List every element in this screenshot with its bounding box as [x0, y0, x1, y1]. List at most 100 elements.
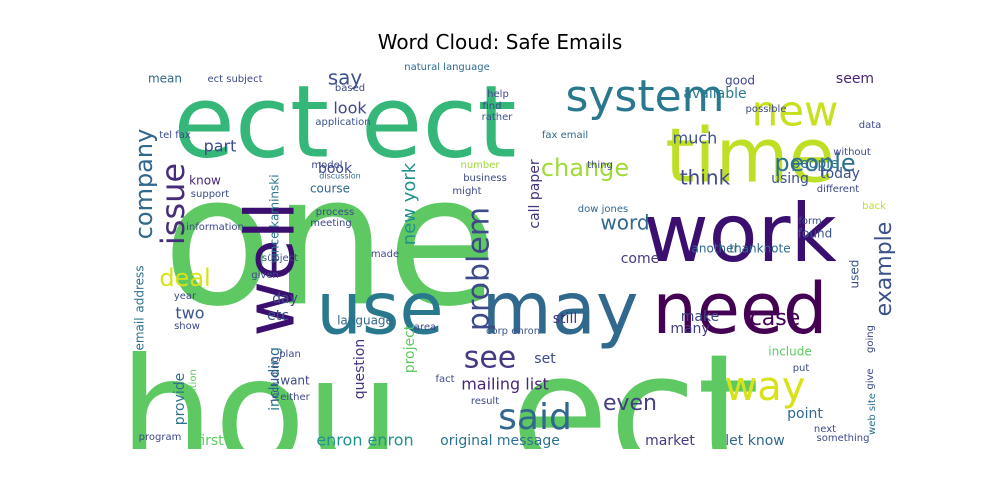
- word-book: book: [318, 161, 353, 177]
- word-corp-enron: corp enron: [486, 326, 540, 337]
- word-come: come: [621, 251, 660, 267]
- word-may: may: [482, 267, 639, 351]
- word-think: think: [680, 166, 731, 190]
- word-look: look: [333, 99, 367, 118]
- word-much: much: [673, 129, 718, 148]
- word-call-paper: call paper: [527, 159, 543, 228]
- word-support: support: [191, 189, 229, 200]
- word-application: application: [315, 117, 370, 128]
- word-say: say: [328, 66, 363, 90]
- word-email: email: [133, 317, 147, 350]
- word-year: year: [174, 291, 197, 302]
- word-something: something: [817, 433, 870, 444]
- word-show: show: [174, 321, 200, 332]
- word-first: first: [196, 433, 224, 449]
- word-fact: fact: [435, 374, 454, 385]
- word-model: model: [311, 160, 342, 171]
- word-set: set: [534, 351, 556, 367]
- word-found: found: [798, 227, 832, 241]
- word-program: program: [139, 432, 182, 443]
- word-still: still: [553, 311, 577, 327]
- word-know: know: [189, 174, 221, 188]
- word-discussion: discussion: [319, 172, 360, 181]
- word-give: give: [865, 368, 876, 389]
- word-said: said: [498, 397, 572, 438]
- word-enron-enron: enron enron: [316, 431, 413, 450]
- word-web-site: web site: [867, 393, 878, 435]
- word-people: people: [774, 149, 855, 177]
- word-back: back: [862, 201, 886, 212]
- word-either: either: [280, 392, 310, 403]
- word-form: form: [798, 216, 821, 227]
- word-many: many: [670, 321, 709, 337]
- word-change: change: [541, 154, 629, 182]
- word-deal: deal: [159, 264, 210, 292]
- word-way: way: [725, 364, 806, 410]
- word-even: even: [603, 391, 657, 416]
- word-put: put: [793, 363, 810, 374]
- word-see: see: [464, 341, 517, 376]
- word-tel-fax: tel fax: [159, 130, 191, 141]
- word-without: without: [833, 147, 871, 158]
- word-find: find: [483, 101, 502, 112]
- word-given: given: [251, 270, 279, 281]
- word-example: example: [872, 222, 895, 317]
- word-help: help: [487, 89, 509, 100]
- word-process: process: [316, 207, 354, 218]
- word-today: today: [820, 166, 860, 182]
- word-business: business: [463, 173, 507, 184]
- word-ect: ect: [510, 319, 759, 449]
- word-result: result: [471, 396, 499, 407]
- word-language: language: [337, 314, 393, 328]
- word-mailing-list: mailing list: [461, 375, 549, 394]
- word-make: make: [681, 309, 719, 325]
- word-information: information: [186, 222, 244, 233]
- word-original-message: original message: [440, 433, 560, 449]
- word-market: market: [645, 433, 695, 449]
- word-day: day: [272, 291, 298, 307]
- word-area: area: [414, 322, 436, 333]
- word-another: another: [692, 242, 739, 256]
- word-question: question: [352, 339, 368, 399]
- word-issue: issue: [154, 163, 192, 245]
- word-work: work: [643, 187, 837, 280]
- word-vince-kaminski: vince kaminski: [268, 174, 282, 263]
- word-hou: hou: [125, 327, 401, 449]
- word-position: position: [188, 369, 199, 409]
- word-need: need: [653, 268, 828, 350]
- word-meeting: meeting: [310, 218, 351, 229]
- word-include: include: [768, 345, 811, 359]
- word-seem: seem: [836, 71, 874, 87]
- word-project: project: [402, 324, 418, 373]
- word-going: going: [865, 325, 876, 353]
- chart-title: Word Cloud: Safe Emails: [377, 30, 623, 54]
- word-mean: mean: [148, 72, 182, 86]
- word-good: good: [725, 74, 755, 88]
- word-etc: etc: [267, 308, 289, 324]
- word-possible: possible: [746, 104, 787, 115]
- word-dow-jones: dow jones: [578, 204, 628, 215]
- word-made: made: [371, 249, 399, 260]
- word-want: want: [280, 374, 310, 388]
- word-point: point: [787, 406, 823, 422]
- word-plan: plan: [279, 349, 301, 360]
- word-ect-ect: ect ect: [173, 63, 516, 180]
- word-use: use: [316, 267, 443, 351]
- word-time: time: [665, 112, 834, 200]
- word-address: address: [133, 265, 147, 312]
- word-one: one: [163, 137, 498, 346]
- word-used: used: [848, 260, 862, 289]
- word-subject: subject: [262, 253, 298, 264]
- word-rather: rather: [482, 112, 514, 123]
- word-new-york: new york: [399, 162, 420, 245]
- word-different: different: [817, 184, 860, 195]
- word-system: system: [565, 71, 724, 122]
- word-two: two: [175, 304, 204, 323]
- word-new: new: [752, 87, 839, 136]
- word-ect-subject: ect subject: [208, 74, 263, 85]
- word-data: data: [859, 120, 882, 131]
- word-next: next: [814, 424, 836, 435]
- word-thing: thing: [587, 160, 613, 171]
- word-based: based: [335, 83, 365, 94]
